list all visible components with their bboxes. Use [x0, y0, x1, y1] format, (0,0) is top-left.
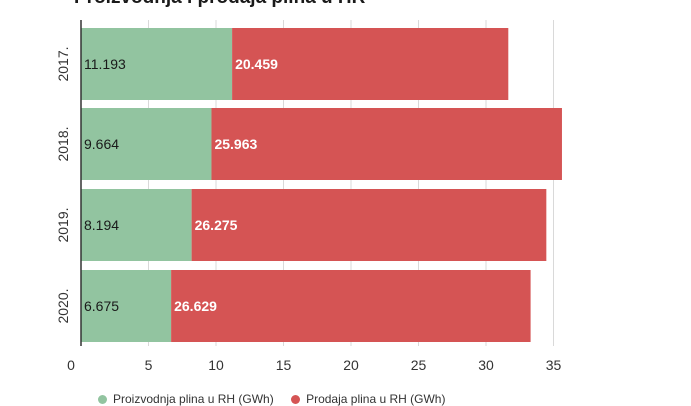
legend: Proizvodnja plina u RH (GWh) Prodaja pli…	[98, 392, 459, 406]
category-label: 2017.	[55, 46, 71, 81]
category-label: 2019.	[55, 207, 71, 242]
x-tick-labels: 0 5 10 15 20 25 30 35	[67, 357, 561, 373]
x-tick-label: 20	[343, 357, 359, 373]
x-tick-label: 0	[67, 357, 75, 373]
bar-sales	[171, 270, 531, 342]
category-label: 2020.	[55, 288, 71, 323]
x-tick-label: 10	[208, 357, 224, 373]
data-label: 8.194	[84, 217, 119, 233]
data-label: 26.629	[174, 298, 217, 314]
data-label: 20.459	[235, 56, 278, 72]
x-tick-label: 25	[411, 357, 427, 373]
x-tick-label: 30	[478, 357, 494, 373]
legend-item-production[interactable]: Proizvodnja plina u RH (GWh)	[98, 392, 277, 406]
data-label: 26.275	[195, 217, 238, 233]
chart-title: Proizvodnja i prodaja plina u HR	[74, 0, 365, 9]
data-label: 11.193	[84, 56, 126, 72]
legend-item-sales[interactable]: Prodaja plina u RH (GWh)	[291, 392, 445, 406]
bars	[81, 28, 562, 342]
data-labels: 11.193 20.459 9.664 25.963 8.194 26.275 6.675 2…	[84, 56, 278, 314]
data-label: 6.675	[84, 298, 119, 314]
x-tick-label: 35	[546, 357, 562, 373]
data-label: 25.963	[214, 136, 257, 152]
data-label: 9.664	[84, 136, 119, 152]
bar-production	[81, 189, 192, 261]
bar-production	[81, 28, 233, 100]
bar-production	[81, 270, 172, 342]
legend-label-production: Proizvodnja plina u RH (GWh)	[113, 392, 274, 406]
bar-sales	[211, 108, 562, 180]
bar-sales	[191, 189, 547, 261]
bar-sales	[232, 28, 509, 100]
legend-label-sales: Prodaja plina u RH (GWh)	[306, 392, 446, 406]
bar-production	[81, 108, 212, 180]
x-tick-label: 15	[276, 357, 292, 373]
x-tick-label: 5	[145, 357, 153, 373]
category-labels: 2017. 2018. 2019. 2020.	[55, 46, 71, 323]
category-label: 2018.	[55, 126, 71, 161]
